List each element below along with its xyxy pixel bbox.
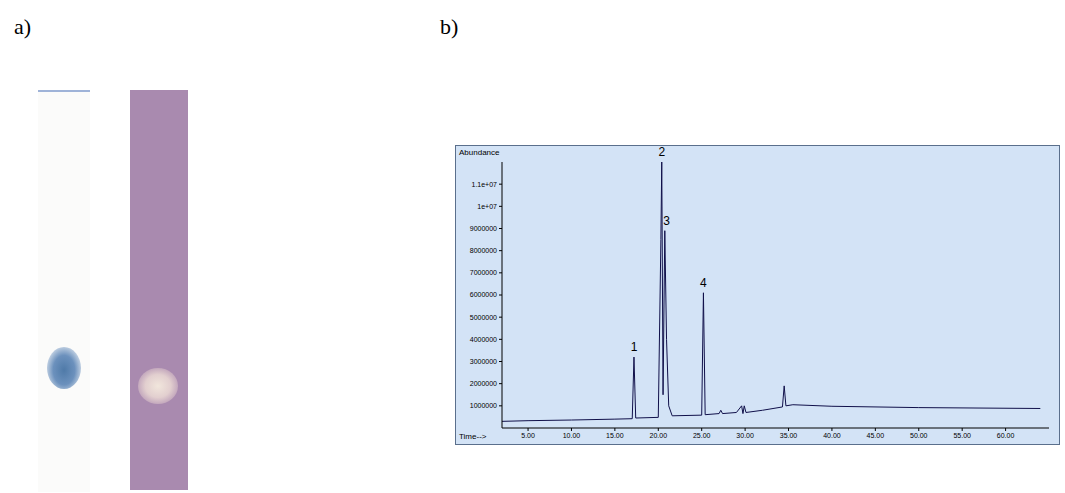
svg-text:9000000: 9000000 — [470, 225, 497, 232]
html-text:Time-->: Time--> — [459, 432, 487, 441]
svg-text:2: 2 — [658, 146, 665, 159]
svg-text:5.00: 5.00 — [521, 432, 535, 439]
svg-text:5000000: 5000000 — [470, 314, 497, 321]
svg-text:7000000: 7000000 — [470, 269, 497, 276]
svg-text:4: 4 — [700, 276, 707, 290]
svg-text:8000000: 8000000 — [470, 247, 497, 254]
svg-text:1000000: 1000000 — [470, 402, 497, 409]
html-text:b): b) — [440, 14, 459, 39]
svg-text:10.00: 10.00 — [563, 432, 581, 439]
html-text:a): a) — [14, 14, 32, 39]
svg-text:6000000: 6000000 — [470, 291, 497, 298]
svg-text:25.00: 25.00 — [693, 432, 711, 439]
svg-text:3: 3 — [663, 214, 670, 228]
svg-text:1e+07: 1e+07 — [477, 203, 497, 210]
svg-text:2000000: 2000000 — [470, 380, 497, 387]
html-text:Abundance: Abundance — [459, 148, 500, 157]
svg-text:55.00: 55.00 — [953, 432, 971, 439]
svg-text:45.00: 45.00 — [867, 432, 885, 439]
svg-text:35.00: 35.00 — [780, 432, 798, 439]
svg-text:50.00: 50.00 — [910, 432, 928, 439]
svg-text:4000000: 4000000 — [470, 336, 497, 343]
svg-text:40.00: 40.00 — [823, 432, 841, 439]
svg-text:3000000: 3000000 — [470, 358, 497, 365]
svg-text:1.1e+07: 1.1e+07 — [472, 181, 498, 188]
svg-text:30.00: 30.00 — [736, 432, 754, 439]
svg-text:60.00: 60.00 — [997, 432, 1015, 439]
svg-text:20.00: 20.00 — [650, 432, 668, 439]
svg-text:1: 1 — [631, 340, 638, 354]
svg-text:15.00: 15.00 — [606, 432, 624, 439]
